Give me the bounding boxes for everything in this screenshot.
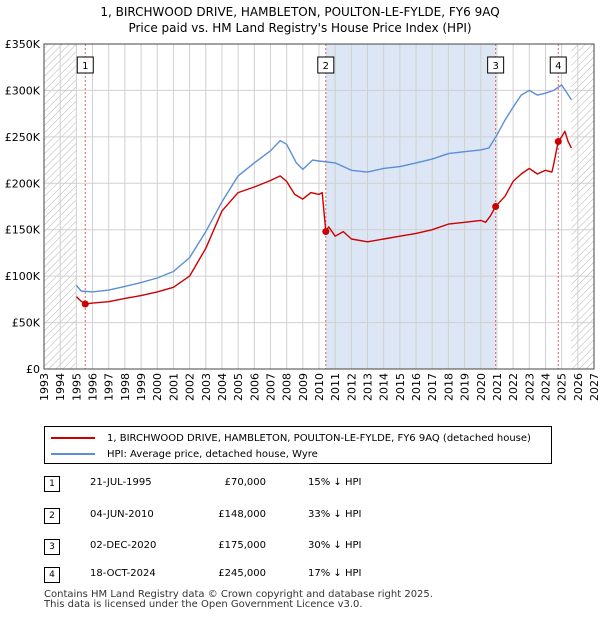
sale-label-number: 3 xyxy=(492,61,498,72)
x-tick-label: 1993 xyxy=(38,373,51,401)
y-tick-label: £200K xyxy=(5,177,41,190)
sale-label-box xyxy=(317,56,335,74)
sale-label-number: 2 xyxy=(323,61,329,72)
x-tick-label: 2008 xyxy=(281,373,294,401)
sale-number-badge: 1 xyxy=(44,476,60,492)
hatch-region-after xyxy=(571,44,594,369)
sale-point xyxy=(554,138,562,145)
x-tick-label: 2027 xyxy=(588,373,600,401)
x-tick-label: 2009 xyxy=(297,373,310,401)
x-tick-label: 1998 xyxy=(119,373,132,401)
x-tick-label: 2006 xyxy=(248,373,261,401)
sale-date: 02-DEC-2020 xyxy=(90,540,157,551)
sale-label-box xyxy=(76,56,94,74)
sale-price: £175,000 xyxy=(218,540,266,551)
x-tick-label: 2004 xyxy=(216,373,229,401)
x-tick-label: 2022 xyxy=(507,373,520,401)
y-tick-label: £350K xyxy=(5,38,41,51)
sale-hpi-diff: 33% ↓ HPI xyxy=(308,509,362,520)
sale-label-box xyxy=(549,56,567,74)
footer-attribution: Contains HM Land Registry data © Crown c… xyxy=(44,590,433,610)
y-tick-label: £100K xyxy=(5,270,41,283)
y-tick-label: £50K xyxy=(12,317,41,330)
shaded-period xyxy=(325,44,496,369)
sale-point xyxy=(322,228,330,236)
sale-number-badge: 3 xyxy=(44,539,60,555)
x-tick-label: 1997 xyxy=(103,373,116,401)
chart-legend: 1, BIRCHWOOD DRIVE, HAMBLETON, POULTON-L… xyxy=(44,426,552,464)
sale-hpi-diff: 30% ↓ HPI xyxy=(308,540,362,551)
price-chart: 1 2 3 4 £0 £50K £100K £150K £200K £250K £300K £350… xyxy=(5,38,600,401)
x-tick-label: 2011 xyxy=(329,373,342,401)
title-subtitle: Price paid vs. HM Land Registry's House … xyxy=(128,21,472,35)
sale-date: 04-JUN-2010 xyxy=(90,509,154,520)
legend-label-hpi: HPI: Average price, detached house, Wyre xyxy=(107,448,318,460)
title-address: 1, BIRCHWOOD DRIVE, HAMBLETON, POULTON-L… xyxy=(100,5,500,19)
plot-border xyxy=(43,43,595,370)
footer-licence: This data is licensed under the Open Gov… xyxy=(44,599,363,610)
sale-label-number: 4 xyxy=(555,61,561,72)
x-tick-label: 1996 xyxy=(87,373,100,401)
x-tick-label: 2020 xyxy=(475,373,488,401)
footer-copyright: Contains HM Land Registry data © Crown c… xyxy=(44,589,433,600)
x-tick-label: 2023 xyxy=(523,373,536,401)
x-tick-label: 1994 xyxy=(54,373,67,401)
legend-swatch-property xyxy=(51,437,95,439)
x-tick-label: 2005 xyxy=(232,373,245,401)
x-tick-label: 2012 xyxy=(345,373,358,401)
x-tick-label: 1995 xyxy=(70,373,83,401)
legend-item-hpi: HPI: Average price, detached house, Wyre xyxy=(51,446,318,462)
sale-price: £70,000 xyxy=(224,477,266,488)
x-tick-label: 2013 xyxy=(362,373,375,401)
sale-date: 21-JUL-1995 xyxy=(90,477,152,488)
x-tick-label: 1999 xyxy=(135,373,148,401)
x-tick-label: 2019 xyxy=(459,373,472,401)
legend-swatch-hpi xyxy=(51,453,95,455)
sale-label-box xyxy=(487,56,505,74)
property-price-line xyxy=(75,130,573,305)
x-tick-label: 2017 xyxy=(426,373,439,401)
x-tick-label: 2010 xyxy=(313,373,326,401)
sale-hpi-diff: 15% ↓ HPI xyxy=(308,477,362,488)
y-tick-label: £150K xyxy=(5,224,41,237)
legend-label-property: 1, BIRCHWOOD DRIVE, HAMBLETON, POULTON-L… xyxy=(107,432,531,444)
x-tick-label: 2018 xyxy=(442,373,455,401)
x-tick-label: 2001 xyxy=(167,373,180,401)
x-tick-label: 2014 xyxy=(378,373,391,401)
x-tick-label: 2015 xyxy=(394,373,407,401)
legend-item-property: 1, BIRCHWOOD DRIVE, HAMBLETON, POULTON-L… xyxy=(51,430,531,446)
x-tick-label: 2024 xyxy=(539,373,552,401)
y-tick-label: £0 xyxy=(26,363,40,376)
sale-number-badge: 2 xyxy=(44,508,60,524)
y-tick-label: £250K xyxy=(5,131,41,144)
y-tick-label: £300K xyxy=(5,84,41,97)
x-tick-label: 2003 xyxy=(200,373,213,401)
x-tick-label: 2021 xyxy=(491,373,504,401)
x-tick-label: 2016 xyxy=(410,373,423,401)
sale-point xyxy=(81,300,89,308)
chart-title: 1, BIRCHWOOD DRIVE, HAMBLETON, POULTON-L… xyxy=(0,4,600,36)
sale-number-badge: 4 xyxy=(44,567,60,583)
sale-hpi-diff: 17% ↓ HPI xyxy=(308,568,362,579)
sale-label-number: 1 xyxy=(82,61,88,72)
sale-date: 18-OCT-2024 xyxy=(90,568,156,579)
x-tick-label: 2000 xyxy=(151,373,164,401)
x-tick-label: 2025 xyxy=(556,373,569,401)
sale-point xyxy=(492,203,500,210)
hpi-line xyxy=(75,84,572,293)
sale-price: £148,000 xyxy=(218,509,266,520)
x-tick-label: 2007 xyxy=(264,373,277,401)
x-tick-label: 2002 xyxy=(184,373,197,401)
x-tick-label: 2026 xyxy=(572,373,585,401)
sale-price: £245,000 xyxy=(218,568,266,579)
